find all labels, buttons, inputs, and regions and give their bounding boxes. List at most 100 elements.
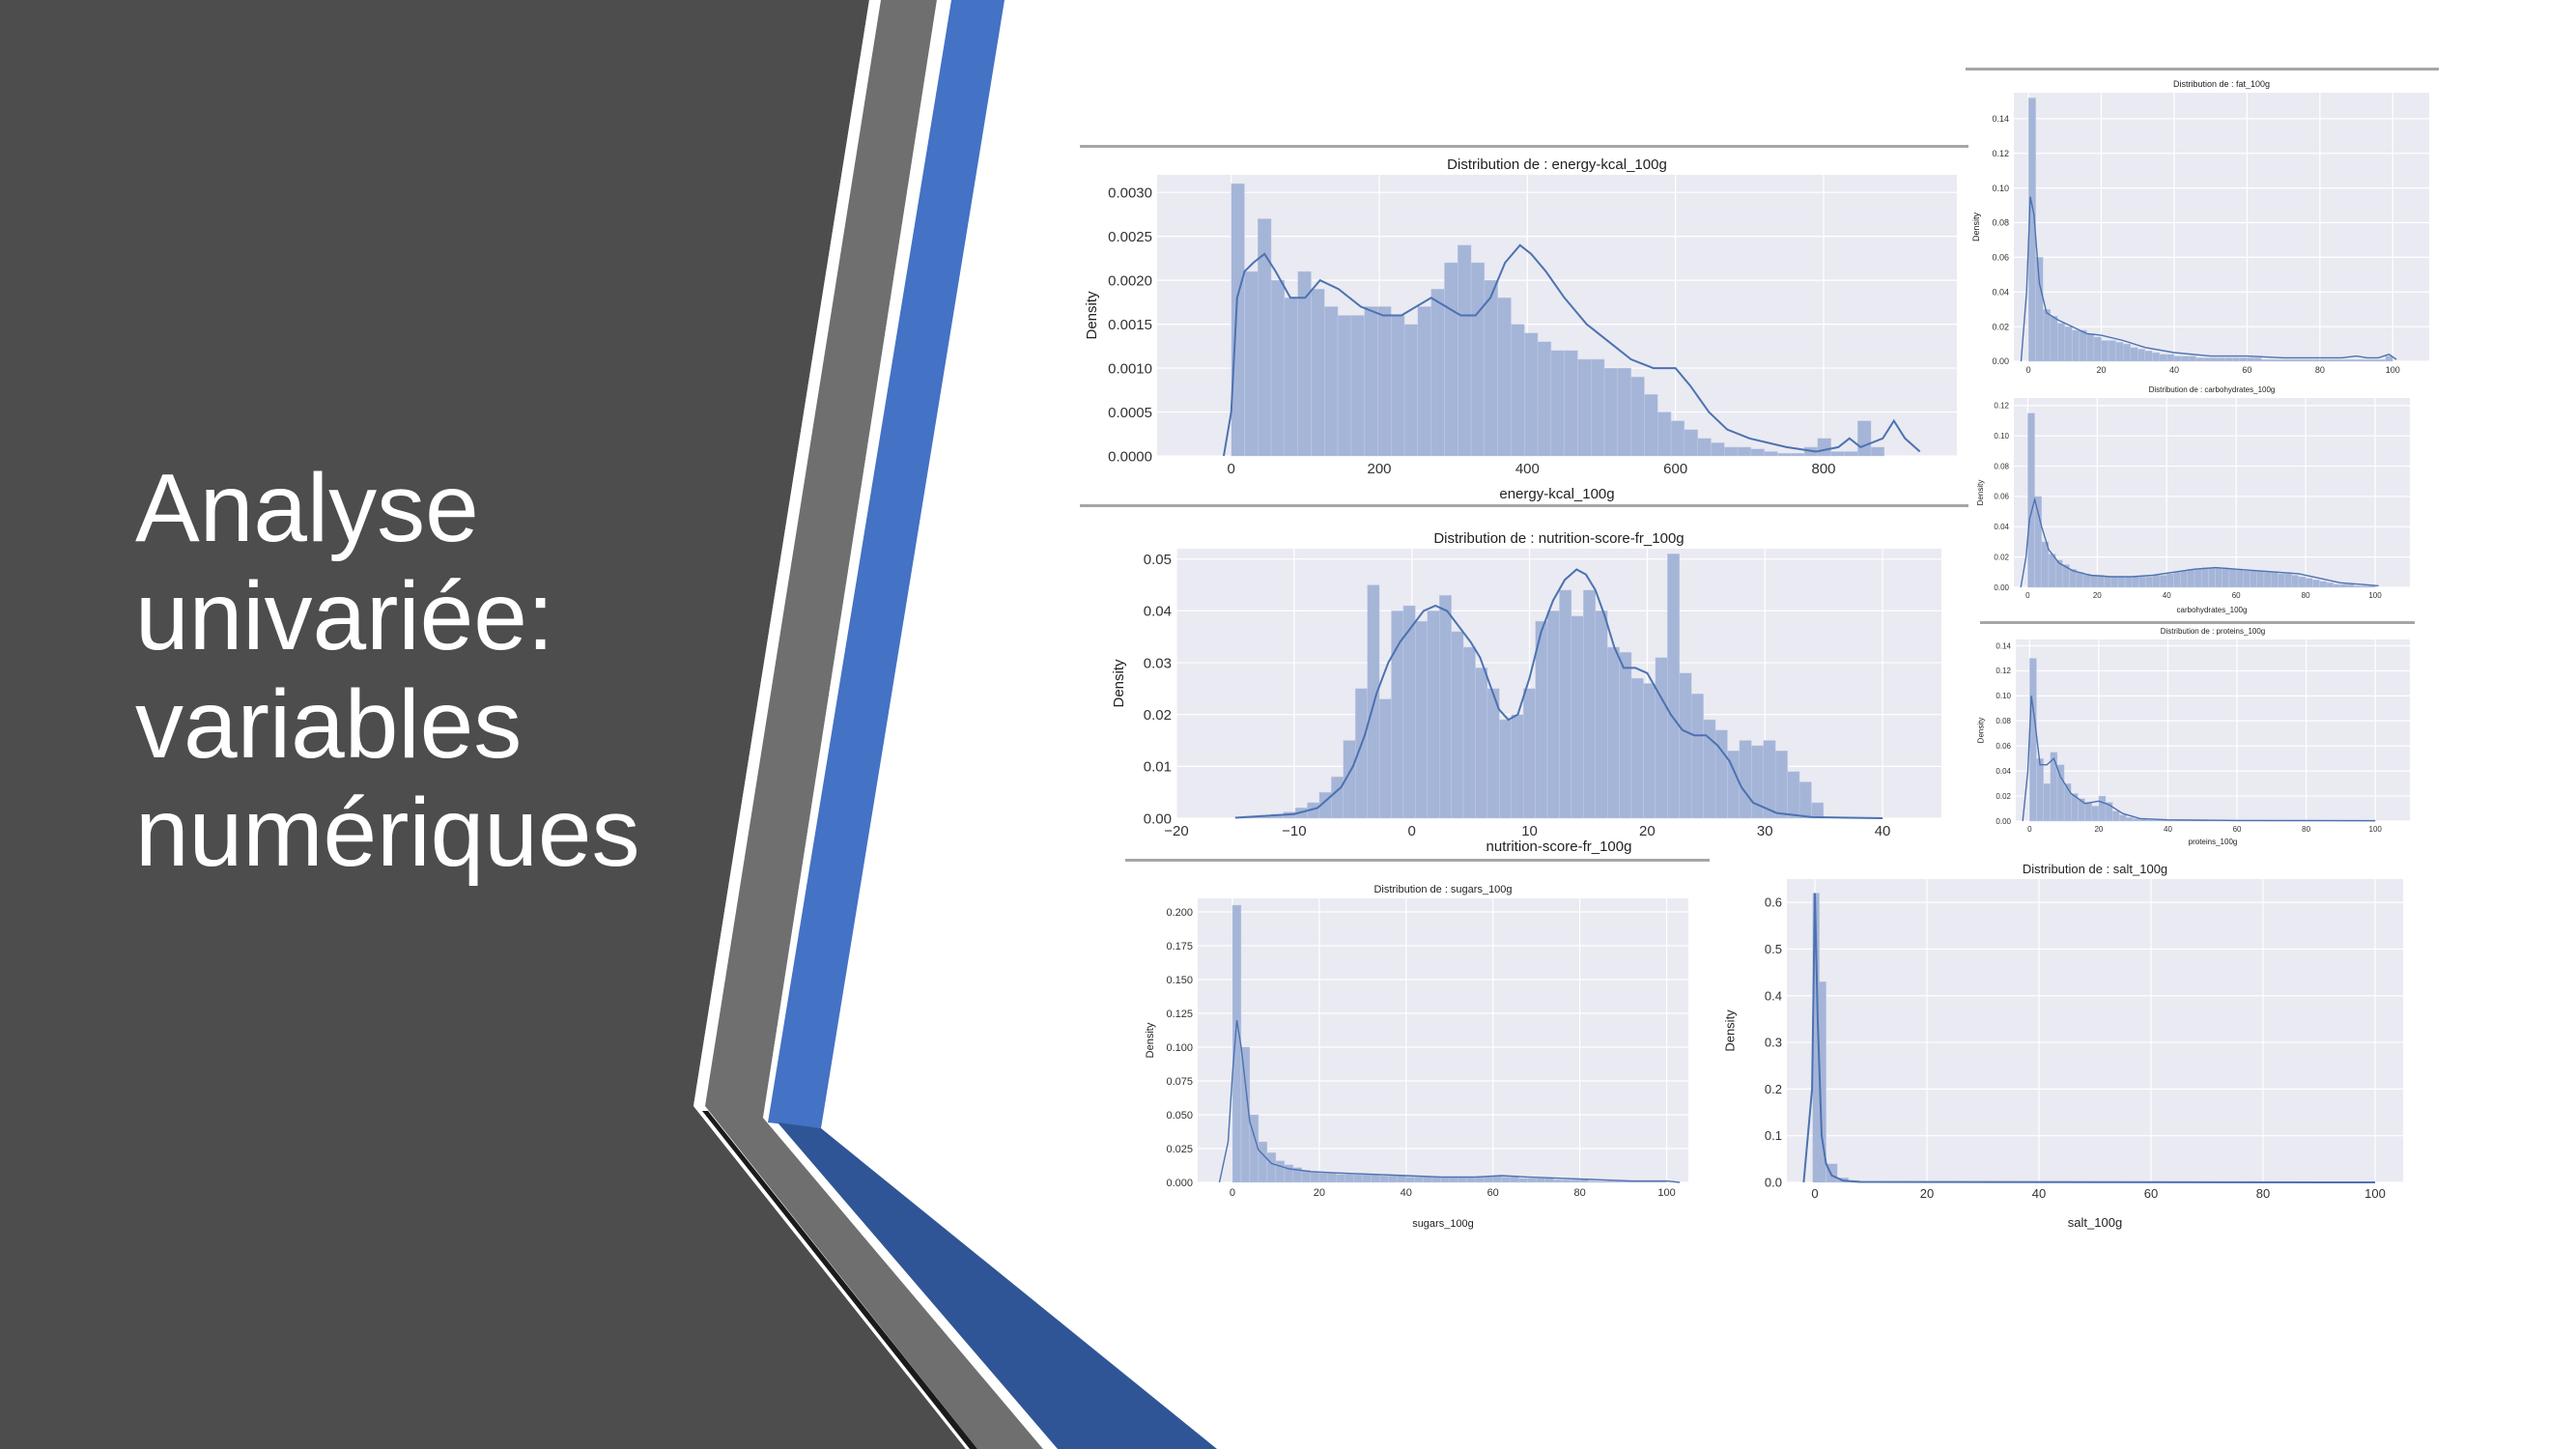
x-tick-label: 20 bbox=[2094, 825, 2103, 834]
histogram-bar bbox=[1511, 714, 1524, 819]
x-tick-label: 0 bbox=[1227, 461, 1234, 477]
x-axis-label: sugars_100g bbox=[1412, 1218, 1474, 1230]
histogram-bar bbox=[1811, 802, 1825, 819]
histogram-bar bbox=[2312, 359, 2321, 362]
histogram-bar bbox=[1449, 1177, 1458, 1183]
histogram-bar bbox=[1844, 451, 1858, 457]
x-tick-label: 40 bbox=[1401, 1187, 1412, 1199]
histogram-bar bbox=[1763, 740, 1776, 819]
histogram-bar bbox=[1577, 358, 1592, 457]
x-tick-label: 60 bbox=[2242, 365, 2251, 375]
histogram-bar bbox=[1564, 350, 1578, 457]
histogram-bar bbox=[2278, 573, 2285, 588]
x-tick-label: 80 bbox=[1573, 1187, 1585, 1199]
y-tick-label: 0.04 bbox=[1992, 287, 2009, 297]
histogram-bar bbox=[1644, 394, 1658, 457]
histogram-bar bbox=[2312, 579, 2320, 588]
y-tick-label: 0.000 bbox=[1166, 1178, 1193, 1189]
histogram-bar bbox=[2108, 340, 2116, 362]
histogram-bar bbox=[2104, 576, 2111, 588]
histogram-bar bbox=[1337, 315, 1352, 457]
histogram-bar bbox=[2041, 541, 2050, 588]
histogram-bar bbox=[1597, 1180, 1606, 1183]
y-tick-label: 0.125 bbox=[1166, 1009, 1193, 1020]
slide-title-line: numériques bbox=[135, 779, 640, 887]
histogram-bar bbox=[2152, 575, 2161, 588]
y-axis-label: Density bbox=[1976, 480, 1985, 506]
chart-carbohydrates-panel: 0 20 40 60 80 100 0.00 0.02 0.04 0.06 0.08 0.10 0.12… bbox=[1975, 384, 2420, 616]
y-tick-label: 0.150 bbox=[1166, 975, 1193, 986]
histogram-bar bbox=[1423, 1177, 1432, 1183]
histogram-bar bbox=[1458, 244, 1472, 457]
histogram-bar bbox=[2270, 572, 2279, 588]
dark-blue-stripe bbox=[778, 1122, 1217, 1449]
histogram-bar bbox=[1562, 1179, 1571, 1183]
y-tick-label: 0.04 bbox=[1994, 523, 2009, 531]
y-tick-label: 0.04 bbox=[1144, 604, 1172, 620]
y-axis-label: Density bbox=[1976, 718, 1985, 744]
histogram-bar bbox=[2282, 359, 2291, 362]
histogram-bar bbox=[2194, 568, 2202, 588]
histogram-bar bbox=[1311, 289, 1325, 457]
histogram-bar bbox=[1391, 315, 1405, 457]
histogram-bar bbox=[1583, 589, 1596, 819]
histogram-bar bbox=[2341, 359, 2350, 362]
histogram-bar bbox=[1331, 776, 1344, 819]
histogram-bar bbox=[1619, 652, 1632, 819]
histogram-bar bbox=[2064, 326, 2073, 362]
plot-area bbox=[2016, 639, 2410, 821]
histogram-bar bbox=[2298, 576, 2307, 588]
x-tick-label: 80 bbox=[2256, 1186, 2270, 1201]
histogram-bar bbox=[1388, 1175, 1398, 1183]
histogram-bar bbox=[1284, 298, 1298, 457]
histogram-bar bbox=[1591, 358, 1605, 457]
y-tick-label: 0.0030 bbox=[1108, 185, 1152, 201]
chart-title: Distribution de : salt_100g bbox=[2023, 862, 2167, 876]
y-tick-label: 0.02 bbox=[1144, 707, 1172, 724]
histogram-bar bbox=[1484, 1177, 1493, 1183]
histogram-bar bbox=[2253, 357, 2262, 362]
histogram-bar bbox=[1244, 270, 1259, 457]
y-axis-label: Density bbox=[1111, 659, 1127, 708]
histogram-bar bbox=[1630, 376, 1645, 457]
histogram-bar bbox=[2082, 573, 2091, 588]
histogram-bar bbox=[2130, 347, 2138, 362]
histogram-bar bbox=[1470, 262, 1486, 457]
histogram-bar bbox=[2027, 412, 2035, 588]
histogram-bar bbox=[2210, 357, 2219, 362]
y-tick-label: 0.050 bbox=[1166, 1110, 1193, 1122]
histogram-bar bbox=[2089, 575, 2098, 588]
histogram-bar bbox=[1258, 1141, 1268, 1183]
histogram-bar bbox=[2224, 357, 2233, 362]
y-tick-label: 0.5 bbox=[1765, 942, 1782, 956]
y-tick-label: 0.6 bbox=[1765, 895, 1782, 910]
slide-title-line: variables bbox=[135, 670, 523, 779]
x-tick-label: 100 bbox=[1657, 1187, 1675, 1199]
x-tick-label: 80 bbox=[2302, 591, 2310, 600]
histogram-bar bbox=[1595, 611, 1608, 819]
y-tick-label: 0.025 bbox=[1166, 1144, 1193, 1155]
histogram-bar bbox=[1830, 451, 1845, 457]
histogram-bar bbox=[1403, 324, 1419, 457]
histogram-bar bbox=[2159, 575, 2167, 588]
histogram-bar bbox=[1764, 451, 1778, 457]
histogram-bar bbox=[1714, 729, 1728, 819]
chart-title: Distribution de : fat_100g bbox=[2173, 79, 2270, 89]
histogram-bar bbox=[2218, 357, 2225, 362]
histogram-bar bbox=[2235, 568, 2244, 588]
histogram-bar bbox=[2370, 359, 2379, 362]
histogram-bar bbox=[1826, 1163, 1838, 1183]
x-tick-label: 20 bbox=[1314, 1187, 1325, 1199]
y-tick-label: 0.0000 bbox=[1108, 448, 1152, 465]
histogram-bar bbox=[2036, 757, 2044, 822]
plot-area bbox=[2014, 93, 2429, 361]
y-tick-label: 0.10 bbox=[1992, 184, 2009, 193]
histogram-bar bbox=[1451, 631, 1464, 819]
panel-divider bbox=[1966, 68, 2439, 71]
histogram-bar bbox=[1643, 683, 1656, 819]
histogram-bar bbox=[1364, 306, 1378, 457]
histogram-bar bbox=[2173, 355, 2182, 362]
x-tick-label: 30 bbox=[1757, 823, 1773, 839]
histogram-bar bbox=[1812, 893, 1820, 1182]
